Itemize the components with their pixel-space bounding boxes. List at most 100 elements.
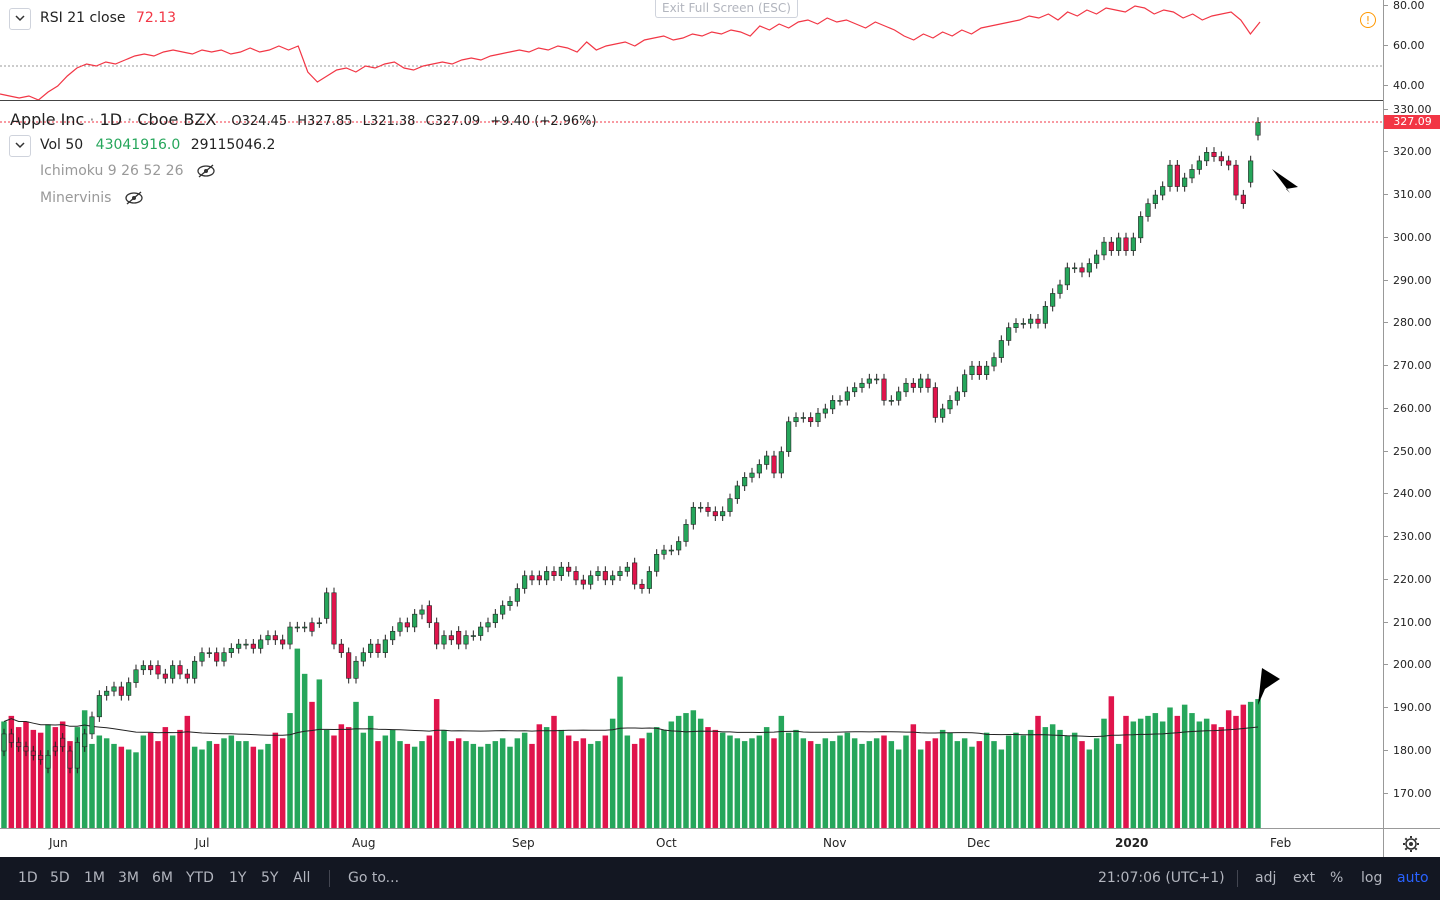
range-6m-button[interactable]: 6M xyxy=(152,870,173,886)
volume-ma-value: 29115046.2 xyxy=(190,137,276,153)
candle-body xyxy=(74,742,80,769)
auto-toggle[interactable]: auto xyxy=(1397,870,1429,886)
range-1y-button[interactable]: 1Y xyxy=(229,870,247,886)
ichimoku-legend[interactable]: Ichimoku 9 26 52 26 xyxy=(40,163,216,179)
range-3m-button[interactable]: 3M xyxy=(118,870,139,886)
volume-bar xyxy=(1093,738,1100,828)
price-tick-mark xyxy=(1384,750,1388,752)
price-tick-label: 280.00 xyxy=(1393,316,1432,330)
time-axis[interactable]: Jun Jul Aug Sep Oct Nov Dec 2020 Feb xyxy=(0,828,1383,857)
volume-bar xyxy=(587,743,594,828)
ext-toggle[interactable]: ext xyxy=(1293,870,1316,886)
price-tick-label: 320.00 xyxy=(1393,145,1432,159)
goto-button[interactable]: Go to... xyxy=(348,870,400,886)
candle-body xyxy=(1072,267,1078,270)
candle-body xyxy=(375,643,381,653)
percent-toggle[interactable]: % xyxy=(1330,870,1344,886)
volume-bar xyxy=(103,738,110,828)
range-1m-button[interactable]: 1M xyxy=(84,870,105,886)
volume-bar xyxy=(873,738,880,828)
candle-body xyxy=(177,665,183,675)
candle-body xyxy=(852,387,858,393)
rsi-tick-label: 60.00 xyxy=(1393,39,1425,52)
open-value: 324.45 xyxy=(241,114,288,129)
volume-bar xyxy=(807,741,814,828)
candle-body xyxy=(764,455,770,465)
volume-bar xyxy=(602,735,609,828)
candle-body xyxy=(844,391,850,401)
candle-body xyxy=(346,652,352,679)
volume-bar xyxy=(741,741,748,828)
volume-bar xyxy=(477,746,484,828)
gear-icon[interactable] xyxy=(1384,829,1440,857)
volume-bar xyxy=(294,648,301,828)
volume-bar xyxy=(463,741,469,828)
candle-body xyxy=(368,643,374,653)
candle-body xyxy=(52,746,58,752)
warning-icon[interactable]: ! xyxy=(1360,12,1376,28)
price-tick-label: 300.00 xyxy=(1393,230,1432,244)
candle-body xyxy=(192,660,198,679)
candle-body xyxy=(529,575,535,581)
volume-bar xyxy=(1130,721,1137,828)
volume-bar xyxy=(1101,718,1107,828)
volume-bar xyxy=(514,738,521,828)
range-all-button[interactable]: All xyxy=(293,870,311,886)
rsi-pane[interactable]: RSI 21 close 72.13 Exit Full Screen (ESC… xyxy=(0,0,1383,101)
volume-bar xyxy=(1115,743,1122,828)
candle-body xyxy=(588,575,594,585)
chevron-down-icon xyxy=(15,142,25,149)
rsi-collapse-button[interactable] xyxy=(9,8,31,30)
hidden-eye-icon[interactable] xyxy=(124,191,144,205)
volume-bar xyxy=(815,743,821,828)
volume-bar xyxy=(565,735,572,828)
adj-toggle[interactable]: adj xyxy=(1255,870,1277,886)
candle-body xyxy=(118,686,124,696)
candle-body xyxy=(228,648,234,653)
volume-bar xyxy=(573,741,579,828)
candle-body xyxy=(155,665,161,675)
clock-display[interactable]: 21:07:06 (UTC+1) xyxy=(1098,870,1225,886)
volume-bar xyxy=(118,746,125,828)
volume-collapse-button[interactable] xyxy=(9,135,31,157)
candle-body xyxy=(448,635,454,641)
candle-body xyxy=(544,571,550,581)
price-axis[interactable]: 80.00 60.00 40.00 330.00 320.00 310.00 300.00… xyxy=(1383,0,1440,828)
volume-bar xyxy=(448,741,455,828)
symbol-legend: Apple Inc · 1D · Cboe BZX O324.45 H327.8… xyxy=(10,110,597,129)
settings-corner[interactable] xyxy=(1383,828,1440,857)
hidden-eye-icon[interactable] xyxy=(196,164,216,178)
volume-bar xyxy=(243,741,249,828)
volume-bar xyxy=(30,729,37,828)
volume-bar xyxy=(397,741,403,828)
candle-body xyxy=(1204,152,1210,162)
candle-body xyxy=(573,571,579,581)
volume-bar xyxy=(829,741,836,828)
minervini-legend[interactable]: Minervinis xyxy=(40,190,144,206)
candle-body xyxy=(734,485,740,500)
range-5y-button[interactable]: 5Y xyxy=(261,870,279,886)
range-5d-button[interactable]: 5D xyxy=(50,870,70,886)
o-label: O xyxy=(231,114,242,129)
volume-bar xyxy=(345,727,352,828)
volume-label: Vol 50 xyxy=(40,137,84,153)
candle-body xyxy=(45,754,51,769)
log-toggle[interactable]: log xyxy=(1361,870,1383,886)
volume-bar xyxy=(8,715,15,828)
candle-body xyxy=(683,524,689,542)
candle-body xyxy=(463,635,469,645)
exit-fullscreen-button[interactable]: Exit Full Screen (ESC) xyxy=(655,0,798,18)
main-pane[interactable]: Apple Inc · 1D · Cboe BZX O324.45 H327.8… xyxy=(0,101,1383,828)
candle-body xyxy=(184,673,190,679)
rsi-line xyxy=(0,5,1261,100)
volume-bar xyxy=(639,738,645,828)
range-ytd-button[interactable]: YTD xyxy=(186,870,214,886)
candle-body xyxy=(1042,305,1048,324)
price-tick-label: 220.00 xyxy=(1393,572,1432,586)
volume-bar xyxy=(331,735,337,828)
candle-body xyxy=(280,639,286,645)
range-1d-button[interactable]: 1D xyxy=(18,870,38,886)
volume-bar xyxy=(37,732,44,828)
volume-bar xyxy=(1203,718,1210,828)
candle-body xyxy=(646,571,652,589)
